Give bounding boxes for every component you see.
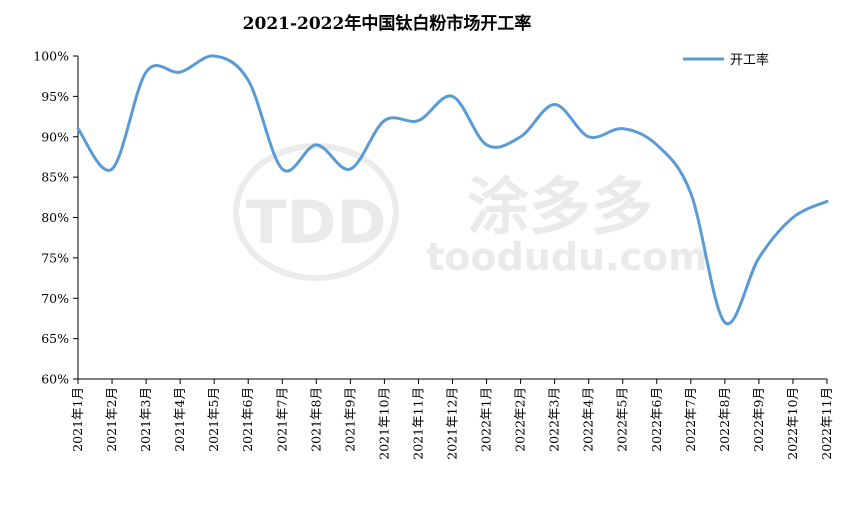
series-group (76, 54, 829, 326)
x-axis: 2021年1月 2021年2月 2021年3月 2021年4月 2021年5月 2021年… (70, 378, 834, 460)
x-tick-label: 2021年8月 (308, 387, 323, 452)
x-tick-label: 2022年8月 (717, 387, 732, 452)
y-tick-label: 95% (41, 89, 69, 104)
x-tick-label: 2022年10月 (785, 387, 800, 460)
x-tick-label: 2021年2月 (104, 387, 119, 452)
x-tick-label: 2021年1月 (70, 387, 85, 452)
y-tick-label: 80% (41, 210, 69, 225)
x-tick-label: 2021年10月 (376, 387, 391, 460)
y-tick-label: 85% (41, 170, 69, 185)
legend: 开工率 (683, 52, 769, 68)
x-tick-label: 2022年1月 (479, 387, 494, 452)
y-tick-label: 70% (41, 291, 69, 306)
x-tick-label: 2021年5月 (206, 387, 221, 452)
x-tick-label: 2021年3月 (138, 387, 153, 452)
x-tick-label: 2021年6月 (240, 387, 255, 452)
x-tick-label: 2022年2月 (513, 387, 528, 452)
watermark-site-text: toodudu.com (426, 235, 708, 279)
legend-label: 开工率 (730, 52, 769, 68)
y-tick-label: 65% (41, 331, 69, 346)
series-line (76, 54, 829, 326)
x-tick-label: 2022年5月 (615, 387, 630, 452)
x-tick-label: 2022年6月 (649, 387, 664, 452)
x-tick-label: 2021年9月 (342, 387, 357, 452)
x-tick-label: 2021年4月 (172, 387, 187, 452)
x-tick-label: 2021年7月 (274, 387, 289, 452)
x-tick-label: 2022年7月 (683, 387, 698, 452)
chart-title: 2021-2022年中国钛白粉市场开工率 (243, 13, 532, 34)
watermark-brand-text: 涂多多 (467, 170, 653, 243)
x-tick-label: 2022年11月 (819, 387, 834, 460)
y-tick-label: 60% (41, 372, 69, 387)
x-tick-label: 2022年3月 (547, 387, 562, 452)
y-axis: 60% 65% 70% 75% 80% 85% 90% 95% 100% (33, 49, 79, 387)
y-tick-label: 100% (33, 49, 69, 64)
x-tick-label: 2022年9月 (751, 387, 766, 452)
watermark-logo-text: TDD (246, 188, 387, 258)
y-tick-label: 90% (41, 129, 69, 144)
y-tick-label: 75% (41, 250, 69, 265)
x-tick-label: 2022年4月 (581, 387, 596, 452)
watermark: TDD 涂多多 toodudu.com (233, 143, 708, 281)
x-tick-label: 2021年11月 (410, 387, 425, 460)
x-tick-label: 2021年12月 (445, 387, 460, 460)
